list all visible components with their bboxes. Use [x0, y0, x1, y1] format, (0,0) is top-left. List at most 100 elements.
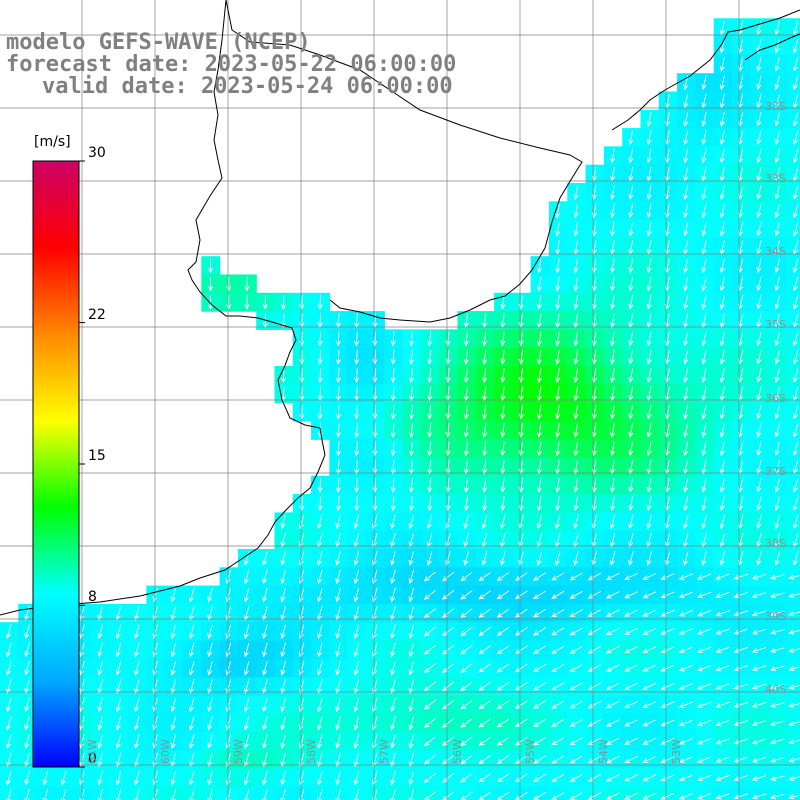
wind-arrow: [697, 646, 712, 654]
wind-arrow: [610, 368, 616, 384]
wind-speed-cell: [786, 237, 800, 257]
wind-arrow: [609, 514, 616, 530]
wind-arrow: [573, 294, 579, 310]
wind-arrow: [500, 386, 506, 402]
longitude-label: 54W: [597, 739, 610, 764]
wind-arrow: [460, 626, 473, 637]
wind-arrow: [751, 592, 767, 599]
wind-arrow: [463, 532, 469, 548]
wind-arrow: [715, 738, 730, 745]
wind-arrow: [427, 459, 433, 475]
wind-arrow: [774, 38, 780, 54]
wind-arrow: [569, 609, 583, 618]
wind-arrow: [460, 681, 473, 692]
wind-arrow: [262, 624, 268, 640]
wind-arrow: [573, 203, 579, 219]
wind-speed-cell: [603, 786, 623, 800]
wind-arrow: [24, 624, 30, 640]
wind-arrow: [353, 514, 360, 530]
wind-arrow: [751, 573, 767, 580]
wind-arrow: [774, 532, 781, 548]
wind-arrow: [280, 532, 286, 548]
wind-arrow: [225, 624, 232, 640]
wind-arrow: [518, 349, 524, 365]
wind-speed-cell: [420, 786, 440, 800]
wind-arrow: [423, 589, 436, 600]
wind-arrow: [262, 569, 268, 585]
wind-arrow: [605, 755, 620, 764]
wind-arrow: [587, 700, 602, 709]
wind-arrow: [756, 221, 762, 237]
wind-arrow: [408, 624, 415, 640]
wind-arrow: [536, 258, 542, 274]
wind-arrow: [792, 368, 799, 383]
wind-arrow: [733, 701, 748, 708]
wind-arrow: [628, 423, 634, 438]
wind-arrow: [624, 609, 638, 617]
wind-arrow: [715, 628, 730, 635]
wind-arrow: [280, 679, 286, 695]
wind-speed-cell: [658, 786, 678, 800]
wind-arrow: [774, 221, 780, 237]
wind-arrow: [408, 569, 415, 585]
wind-arrow: [788, 647, 800, 653]
wind-arrow: [441, 571, 455, 582]
wind-arrow: [756, 349, 762, 365]
wind-speed-cell: [786, 347, 800, 367]
wind-arrow: [500, 368, 506, 384]
wind-arrow: [225, 606, 232, 621]
wind-arrow: [569, 737, 583, 746]
wind-arrow: [533, 700, 547, 709]
wind-arrow: [244, 294, 250, 310]
wind-arrow: [719, 20, 725, 36]
wind-arrow: [317, 294, 323, 310]
wind-arrow: [610, 496, 616, 512]
wind-arrow: [188, 697, 195, 713]
wind-arrow: [262, 661, 268, 676]
wind-arrow: [372, 349, 378, 365]
wind-arrow: [536, 459, 542, 475]
wind-arrow: [646, 423, 652, 438]
wind-arrow: [792, 423, 799, 438]
wind-arrow: [756, 459, 762, 475]
wind-arrow: [788, 794, 800, 800]
wind-arrow: [573, 221, 579, 237]
wind-arrow: [774, 75, 780, 91]
wind-arrow: [500, 514, 506, 530]
wind-arrow: [555, 441, 561, 457]
wind-arrow: [587, 645, 602, 654]
wind-arrow: [390, 532, 396, 548]
wind-arrow: [587, 682, 602, 691]
wind-arrow: [408, 404, 415, 420]
wind-speed-cell: [786, 73, 800, 93]
wind-arrow: [573, 532, 579, 548]
wind-arrow: [463, 441, 469, 457]
wind-arrow: [609, 551, 616, 566]
wind-arrow: [719, 75, 725, 91]
wind-arrow: [170, 752, 177, 768]
wind-arrow: [660, 591, 675, 599]
wind-arrow: [97, 752, 103, 768]
wind-arrow: [243, 697, 250, 713]
wind-arrow: [426, 551, 433, 566]
wind-arrow: [774, 57, 780, 72]
wind-arrow: [408, 386, 415, 402]
wind-arrow: [280, 514, 286, 530]
wind-arrow: [390, 477, 396, 493]
wind-arrow: [774, 404, 780, 420]
wind-arrow: [788, 574, 800, 580]
wind-arrow: [317, 752, 323, 768]
wind-arrow: [719, 93, 725, 109]
wind-arrow: [683, 496, 689, 512]
wind-arrow: [460, 608, 473, 618]
wind-arrow: [460, 645, 473, 655]
wind-arrow: [299, 404, 305, 420]
colorbar-tick-label: 22: [88, 306, 106, 323]
wind-arrow: [551, 773, 565, 782]
wind-arrow: [733, 610, 748, 617]
wind-arrow: [792, 185, 799, 200]
wind-arrow: [482, 404, 488, 420]
wind-arrow: [697, 793, 712, 800]
wind-arrow: [756, 75, 762, 91]
wind-arrow: [134, 661, 140, 676]
